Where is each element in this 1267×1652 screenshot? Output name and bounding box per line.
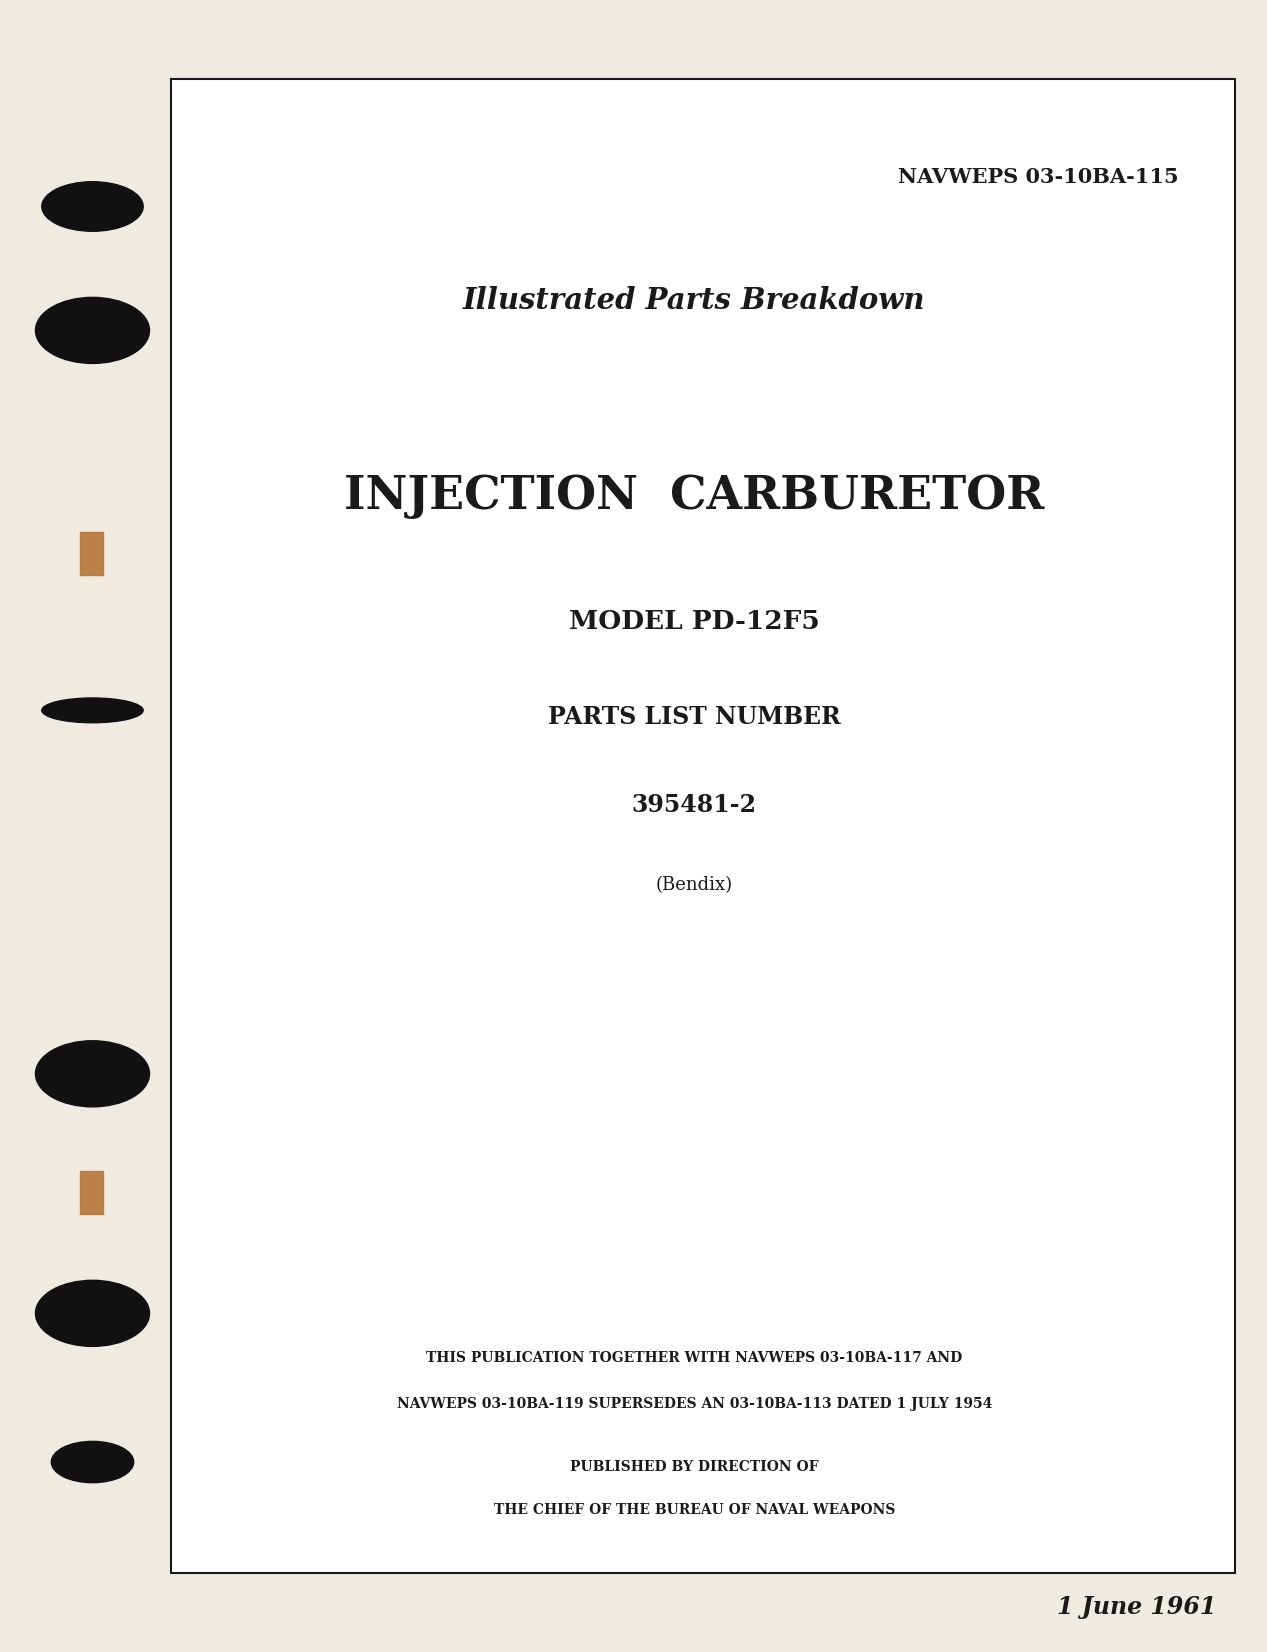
Bar bbox=[80, 1171, 103, 1214]
Text: 395481-2: 395481-2 bbox=[632, 793, 756, 816]
Ellipse shape bbox=[35, 297, 150, 363]
Text: NAVWEPS 03-10BA-119 SUPERSEDES AN 03-10BA-113 DATED 1 JULY 1954: NAVWEPS 03-10BA-119 SUPERSEDES AN 03-10B… bbox=[397, 1398, 992, 1411]
Text: MODEL PD-12F5: MODEL PD-12F5 bbox=[569, 608, 820, 634]
Bar bbox=[171, 79, 1235, 1573]
Text: 1 June 1961: 1 June 1961 bbox=[1057, 1596, 1216, 1619]
Bar bbox=[80, 532, 103, 575]
Text: INJECTION  CARBURETOR: INJECTION CARBURETOR bbox=[345, 472, 1044, 519]
Ellipse shape bbox=[35, 1041, 150, 1107]
Text: (Bendix): (Bendix) bbox=[656, 877, 732, 894]
Text: Illustrated Parts Breakdown: Illustrated Parts Breakdown bbox=[462, 286, 926, 316]
Text: PARTS LIST NUMBER: PARTS LIST NUMBER bbox=[547, 705, 841, 729]
Text: PUBLISHED BY DIRECTION OF: PUBLISHED BY DIRECTION OF bbox=[570, 1460, 818, 1474]
Ellipse shape bbox=[42, 182, 143, 231]
Ellipse shape bbox=[35, 1280, 150, 1346]
Text: NAVWEPS 03-10BA-115: NAVWEPS 03-10BA-115 bbox=[898, 167, 1178, 187]
Text: THE CHIEF OF THE BUREAU OF NAVAL WEAPONS: THE CHIEF OF THE BUREAU OF NAVAL WEAPONS bbox=[494, 1503, 895, 1517]
Ellipse shape bbox=[42, 699, 143, 724]
Text: THIS PUBLICATION TOGETHER WITH NAVWEPS 03-10BA-117 AND: THIS PUBLICATION TOGETHER WITH NAVWEPS 0… bbox=[426, 1351, 963, 1365]
Ellipse shape bbox=[51, 1441, 134, 1483]
